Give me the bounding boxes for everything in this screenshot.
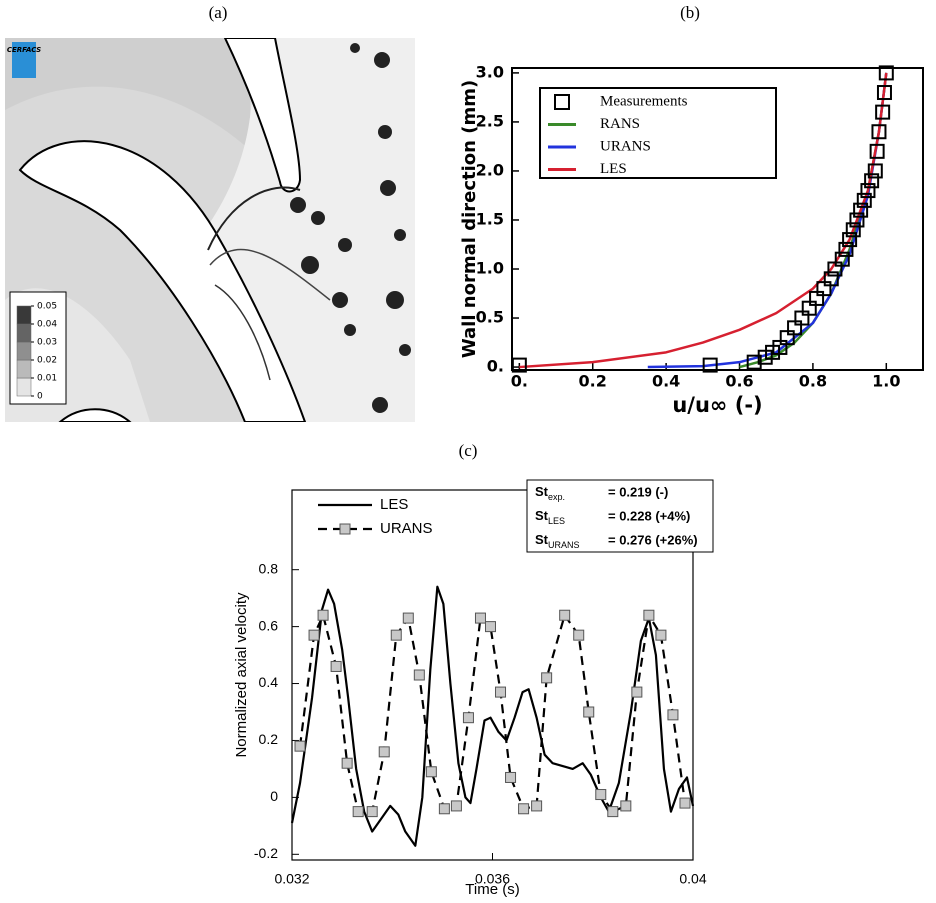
marker [574,630,584,640]
marker [309,630,319,640]
legend-text: URANS [600,138,651,154]
legend-text: LES [600,161,627,177]
marker [584,707,594,717]
colorbar-tick-label: 0.02 [37,356,57,366]
panel-a: CERFACS 0 0.01 0.02 0.03 0.04 0.05 [5,38,415,422]
x-tick-label: 0.6 [725,372,753,391]
marker [506,772,516,782]
colorbar-tick-label: 0.04 [37,320,57,330]
marker [475,613,485,623]
annotation-value: = 0.276 (+26%) [608,532,698,547]
y-tick-label: 0. [487,357,504,376]
marker [656,630,666,640]
marker [439,804,449,814]
marker [608,807,618,817]
figure: CERFACS 0 0.01 0.02 0.03 0.04 0.05 0. 0.2 0.4 0.… [0,0,936,903]
x-tick-label: 1.0 [872,372,900,391]
colorbar-swatch [17,378,31,396]
marker [644,610,654,620]
x-tick-label: 0.8 [799,372,827,391]
y-axis-label: Normalized axial velocity [233,592,250,758]
y-axis-label: Wall normal direction (mm) [459,80,480,358]
marker [621,801,631,811]
colorbar-swatch [17,360,31,378]
marker [463,713,473,723]
x-axis-label: Time (s) [465,881,519,898]
marker [367,807,377,817]
legend-marker [340,524,350,534]
marker [295,741,305,751]
marker [414,670,424,680]
panel-label: (b) [680,3,700,22]
legend-text: LES [380,496,408,513]
flow-field: CERFACS [5,38,415,422]
marker [426,767,436,777]
y-tick-label: -0.2 [254,845,278,861]
x-tick-label: 0.04 [679,871,706,887]
marker [542,673,552,683]
legend-text: URANS [380,520,433,537]
y-tick-label: 3.0 [476,62,504,81]
x-axis-label: u/u∞ (-) [672,393,762,417]
y-tick-label: 0 [270,788,278,804]
legend-text: Measurements [600,93,688,109]
legend-text: RANS [600,116,640,132]
y-tick-label: 0.8 [259,560,279,576]
logo-text: CERFACS [7,46,41,54]
marker [496,687,506,697]
x-tick-label: 0. [511,372,528,391]
marker [632,687,642,697]
marker [532,801,542,811]
x-tick-label: 0.2 [579,372,607,391]
x-tick-label: 0.4 [652,372,680,391]
marker [391,630,401,640]
marker [379,747,389,757]
panel-label: (a) [209,3,228,22]
y-tick-label: 0.2 [259,731,279,747]
colorbar-tick-label: 0.03 [37,338,57,348]
annotation-symbol: St [535,532,549,547]
panel-label: (c) [459,441,478,460]
marker [451,801,461,811]
annotation-value: = 0.228 (+4%) [608,508,690,523]
x-tick-label: 0.032 [274,871,309,887]
annotation-value: = 0.219 (-) [608,484,668,499]
colorbar-swatch [17,342,31,360]
marker [560,610,570,620]
y-tick-label: 0.4 [259,674,279,690]
colorbar-swatch [17,306,31,324]
colorbar-tick-label: 0.01 [37,374,57,384]
marker [485,622,495,632]
marker [331,661,341,671]
marker [519,804,529,814]
marker [596,790,606,800]
annotation-subscript: exp. [548,492,565,502]
colorbar-tick-label: 0 [37,392,43,402]
colorbar-tick-label: 0.05 [37,302,57,312]
annotation-subscript: URANS [548,540,580,550]
annotation-symbol: St [535,484,549,499]
marker [680,798,690,808]
marker [342,758,352,768]
marker [668,710,678,720]
marker [403,613,413,623]
marker [353,807,363,817]
annotation-symbol: St [535,508,549,523]
marker [318,610,328,620]
colorbar-swatch [17,324,31,342]
annotation-subscript: LES [548,516,565,526]
y-tick-label: 0.6 [259,617,279,633]
